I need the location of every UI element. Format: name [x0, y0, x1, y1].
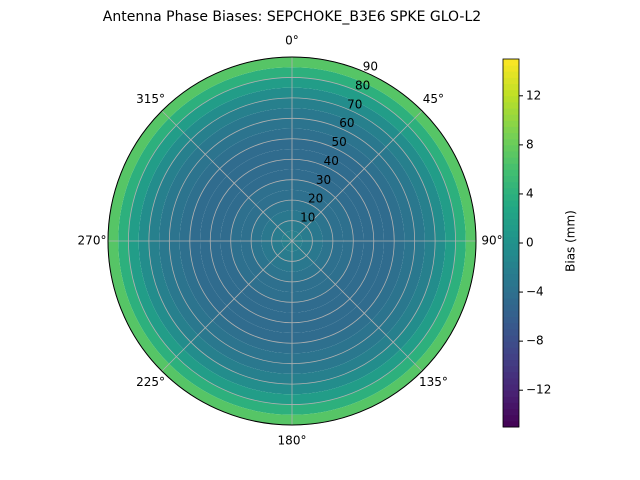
colorbar-band [503, 59, 519, 66]
colorbar-tick-label: −12 [526, 383, 551, 397]
colorbar-band [503, 341, 519, 348]
r-tick-label: 30 [316, 173, 331, 187]
colorbar-band [503, 298, 519, 305]
colorbar-tick-label: 12 [526, 88, 541, 102]
colorbar-band [503, 402, 519, 410]
colorbar-band [503, 83, 519, 91]
colorbar-band [503, 316, 519, 324]
colorbar-band [503, 101, 519, 109]
colorbar-band [503, 273, 519, 281]
colorbar-band [503, 322, 519, 330]
r-tick-label: 40 [324, 154, 339, 168]
colorbar-band [503, 353, 519, 361]
colorbar-band [503, 255, 519, 262]
colorbar-tick-label: 8 [526, 137, 534, 151]
colorbar-band [503, 292, 519, 299]
colorbar-band [503, 187, 519, 195]
colorbar-band [503, 151, 519, 158]
colorbar-band [503, 200, 519, 207]
angle-tick-label: 45° [423, 92, 444, 106]
grid-spoke [291, 110, 423, 242]
r-tick-label: 20 [308, 192, 323, 206]
colorbar-band [503, 414, 519, 422]
colorbar-tick-label: 0 [526, 236, 534, 250]
angle-tick-label: 270° [78, 234, 107, 248]
colorbar: −12 −8 −4 0 4 8 12 [502, 58, 551, 428]
r-tick-label: 50 [331, 135, 346, 149]
colorbar-band [503, 181, 519, 189]
polar-plot: 10 20 30 40 50 60 70 80 90 0° 45° 90° 135° 180° 225° 27… [78, 34, 503, 448]
colorbar-band [503, 206, 519, 213]
colorbar-band [503, 249, 519, 256]
colorbar-band [503, 371, 519, 379]
grid-spoke [161, 110, 293, 242]
colorbar-tick-label: −8 [526, 334, 544, 348]
colorbar-band [503, 77, 519, 85]
colorbar-band [503, 163, 519, 170]
colorbar-band [503, 132, 519, 140]
colorbar-band [503, 114, 519, 121]
colorbar-band [503, 377, 519, 385]
colorbar-band [503, 157, 519, 164]
r-tick-label: 10 [300, 211, 315, 225]
colorbar-band [503, 138, 519, 146]
colorbar-band [503, 175, 519, 183]
colorbar-band [503, 224, 519, 232]
grid-spoke [291, 240, 423, 372]
colorbar-band [503, 212, 519, 219]
polar-frame [107, 56, 477, 426]
colorbar-band [503, 243, 519, 250]
colorbar-band [503, 335, 519, 342]
colorbar-band [503, 285, 519, 293]
colorbar-band [503, 420, 519, 428]
colorbar-tick-label: −4 [526, 285, 544, 299]
colorbar-band [503, 120, 519, 127]
colorbar-band [503, 218, 519, 226]
angle-tick-label: 180° [278, 434, 307, 448]
chart-title: Antenna Phase Biases: SEPCHOKE_B3E6 SPKE… [103, 9, 481, 25]
colorbar-band [503, 408, 519, 416]
colorbar-band [503, 390, 519, 397]
colorbar-tick-label: 4 [526, 186, 534, 200]
colorbar-band [503, 108, 519, 115]
angle-tick-label: 315° [136, 92, 165, 106]
angle-tick-label: 225° [136, 375, 165, 389]
colorbar-band [503, 279, 519, 287]
colorbar-band [503, 384, 519, 391]
r-tick-label: 80 [355, 78, 370, 92]
colorbar-band [503, 193, 519, 201]
colorbar-band [503, 310, 519, 318]
colorbar-band [503, 304, 519, 311]
colorbar-band [503, 230, 519, 238]
colorbar-band [503, 126, 519, 134]
colorbar-band [503, 236, 519, 244]
colorbar-band [503, 144, 519, 152]
r-tick-label: 70 [347, 97, 362, 111]
angle-tick-label: 90° [481, 234, 502, 248]
colorbar-band [503, 65, 519, 72]
r-tick-label: 60 [339, 116, 354, 130]
angle-tick-label: 0° [285, 34, 299, 48]
colorbar-band [503, 328, 519, 336]
colorbar-label: Bias (mm) [564, 210, 578, 272]
grid-spoke [161, 240, 293, 372]
colorbar-band [503, 169, 519, 177]
colorbar-band [503, 359, 519, 367]
colorbar-band [503, 95, 519, 103]
colorbar-band [503, 347, 519, 354]
angle-tick-label: 135° [419, 375, 448, 389]
colorbar-band [503, 71, 519, 78]
colorbar-band [503, 267, 519, 275]
colorbar-band [503, 365, 519, 373]
colorbar-band [503, 396, 519, 403]
colorbar-band [503, 261, 519, 269]
colorbar-band [503, 89, 519, 97]
r-tick-label: 90 [363, 60, 378, 74]
